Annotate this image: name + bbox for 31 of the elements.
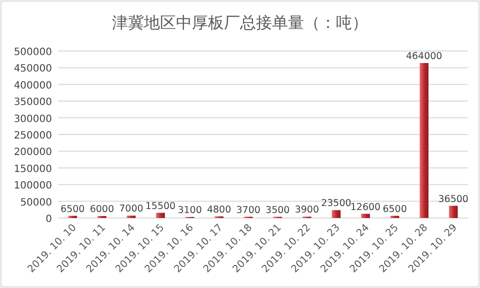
y-tick-label: 300000 — [14, 114, 52, 125]
bar — [156, 212, 165, 218]
data-label: 3500 — [266, 204, 290, 216]
y-tick-label: 500000 — [14, 47, 52, 58]
bar — [332, 210, 341, 218]
data-label: 23500 — [321, 198, 352, 210]
y-tick-label: 450000 — [14, 64, 52, 75]
chart-title: 津冀地区中厚板厂总接单量（：吨） — [112, 13, 368, 32]
data-label: 4800 — [206, 204, 232, 216]
data-label: 6500 — [382, 204, 407, 215]
y-tick-label: 250000 — [14, 130, 52, 142]
data-label: 3700 — [236, 204, 260, 216]
data-label: 6500 — [60, 204, 85, 215]
y-tick-label: 400000 — [14, 80, 52, 92]
bar — [448, 206, 458, 218]
data-label: 6000 — [90, 204, 114, 215]
data-label: 7000 — [119, 204, 144, 215]
y-tick-label: 350000 — [14, 97, 52, 108]
data-label: 3100 — [178, 204, 202, 216]
data-label: 464000 — [406, 51, 442, 62]
data-label: 36500 — [438, 194, 468, 205]
y-tick-label: 50000 — [20, 197, 52, 208]
y-tick-label: 0 — [46, 214, 52, 225]
bar — [420, 63, 428, 218]
data-label: 15500 — [145, 200, 176, 212]
data-label: 12600 — [350, 202, 381, 213]
y-tick-label: 150000 — [14, 164, 52, 175]
data-label: 3900 — [294, 204, 320, 216]
y-tick-label: 200000 — [14, 147, 52, 158]
y-tick-label: 100000 — [14, 180, 52, 192]
bar — [361, 214, 370, 218]
